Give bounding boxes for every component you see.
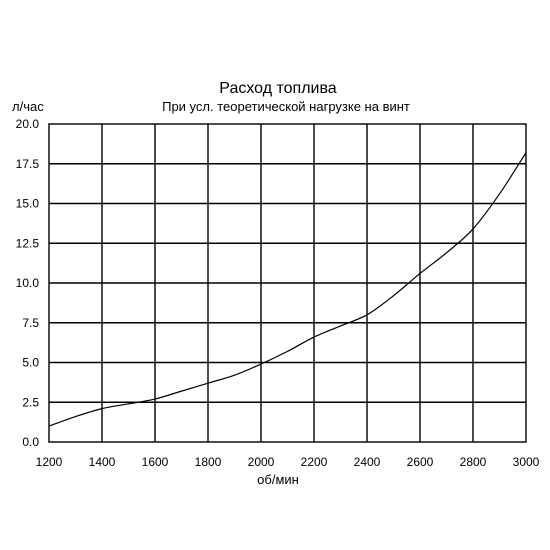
fuel-consumption-line bbox=[48, 152, 527, 427]
grid bbox=[49, 124, 526, 442]
x-tick-label: 2800 bbox=[460, 455, 487, 469]
x-tick-label: 2400 bbox=[354, 455, 381, 469]
x-tick-label: 2000 bbox=[248, 455, 275, 469]
x-tick-label: 1600 bbox=[142, 455, 169, 469]
x-tick-label: 3000 bbox=[513, 455, 540, 469]
x-tick-label: 2600 bbox=[407, 455, 434, 469]
y-tick-label: 10.0 bbox=[16, 276, 40, 290]
y-axis-label: л/час bbox=[12, 99, 44, 114]
x-tick-label: 1800 bbox=[195, 455, 222, 469]
y-tick-label: 17.5 bbox=[16, 157, 40, 171]
y-tick-label: 7.5 bbox=[22, 316, 39, 330]
y-tick-label: 12.5 bbox=[16, 236, 40, 250]
plot-frame bbox=[48, 123, 527, 443]
chart-title: Расход топлива bbox=[219, 80, 336, 97]
y-tick-label: 20.0 bbox=[16, 117, 40, 131]
y-tick-label: 15.0 bbox=[16, 197, 40, 211]
y-tick-label: 0.0 bbox=[22, 435, 39, 449]
x-axis-label: об/мин bbox=[257, 472, 299, 487]
tick-labels: 1200 1400 1600 1800 2000 2200 2400 2600 2800 3000… bbox=[16, 117, 540, 469]
y-tick-label: 5.0 bbox=[22, 356, 39, 370]
y-tick-label: 2.5 bbox=[22, 395, 39, 409]
x-tick-label: 2200 bbox=[301, 455, 328, 469]
x-tick-label: 1400 bbox=[89, 455, 116, 469]
series bbox=[48, 152, 527, 427]
x-tick-label: 1200 bbox=[36, 455, 63, 469]
chart-subtitle: При усл. теоретической нагрузке на винт bbox=[162, 99, 410, 114]
